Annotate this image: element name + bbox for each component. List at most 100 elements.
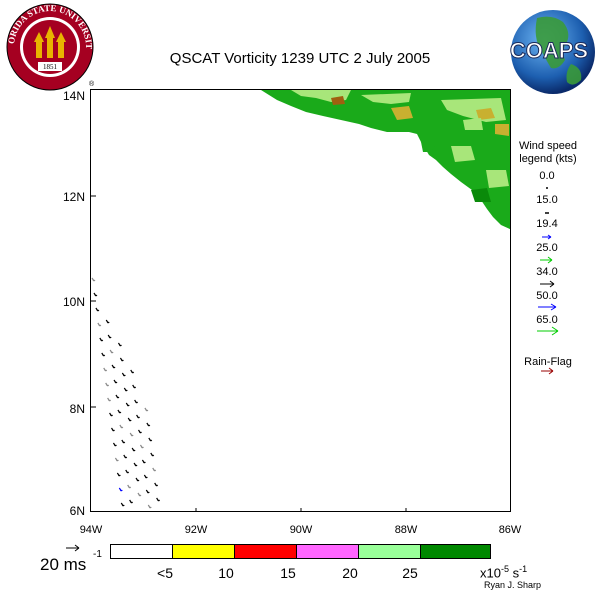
wind-barb <box>121 372 126 377</box>
wind-legend-value: 19.4 <box>536 218 558 230</box>
vorticity-colorbar <box>110 544 491 559</box>
wind-barb <box>121 439 126 444</box>
colorbar-segment <box>173 545 235 558</box>
svg-text:1851: 1851 <box>43 63 58 71</box>
wind-legend-arrow-3 <box>540 256 553 264</box>
wind-barb <box>117 409 122 414</box>
wind-barb <box>137 492 142 497</box>
wind-barb <box>143 474 148 479</box>
wind-legend-dot-0 <box>546 187 548 189</box>
coaps-logo: COAPS <box>497 8 600 96</box>
wind-barb <box>127 484 132 489</box>
rain-flag-arrow <box>541 367 554 375</box>
wind-barb <box>134 399 139 404</box>
wind-barb <box>109 349 114 354</box>
units-s-exp: -1 <box>519 564 528 574</box>
wind-barb <box>107 334 112 339</box>
wind-legend-value: 0.0 <box>539 170 555 182</box>
wind-barb <box>127 417 132 422</box>
wind-barb <box>99 337 104 342</box>
wind-barb <box>111 427 115 432</box>
wind-barb <box>119 357 124 362</box>
lat-label: 12N <box>62 190 85 204</box>
svg-text:®: ® <box>89 80 95 88</box>
lon-label: 94W <box>79 524 103 536</box>
fsu-seal-logo: 1851 FLORIDA STATE UNIVERSITY ® <box>2 0 95 92</box>
map-panel <box>90 89 511 512</box>
wind-barb <box>109 412 113 417</box>
wind-legend-title: Wind speed <box>518 140 578 152</box>
colorbar-segment <box>111 545 173 558</box>
wind-barb <box>135 477 140 482</box>
lon-label: 86W <box>498 524 522 536</box>
credit: Ryan J. Sharp <box>484 580 542 590</box>
wind-barb <box>139 444 144 449</box>
wind-barb <box>150 452 155 457</box>
wind-barb <box>141 459 146 464</box>
colorbar-segment <box>235 545 297 558</box>
colorbar-tick-label: 10 <box>218 565 234 581</box>
coaps-globe-icon: COAPS <box>509 10 595 94</box>
wind-barb <box>120 502 125 507</box>
wind-barbs <box>91 277 161 509</box>
axis-ticks <box>91 195 407 511</box>
units-base: x10 <box>480 565 501 581</box>
lat-label: 6N <box>69 504 85 518</box>
scale-arrow-icon <box>66 544 80 552</box>
fsu-seal-icon: 1851 FLORIDA STATE UNIVERSITY ® <box>2 0 95 91</box>
scale-exp: -1 <box>93 549 102 560</box>
wind-barb <box>91 277 96 282</box>
wind-barb <box>101 352 106 357</box>
wind-barb <box>138 429 142 434</box>
wind-legend-value: 15.0 <box>536 194 558 206</box>
wind-barb <box>146 422 151 427</box>
colorbar-segment <box>421 545 490 558</box>
wind-barb <box>131 447 136 452</box>
wind-barb <box>105 319 110 324</box>
wind-barb <box>93 292 98 297</box>
wind-barb <box>147 504 152 509</box>
wind-legend-subtitle: legend (kts) <box>519 153 577 165</box>
wind-barb <box>156 497 161 502</box>
wind-barb <box>152 467 157 472</box>
wind-barb <box>133 462 138 467</box>
wind-barb <box>107 397 112 402</box>
wind-barb <box>129 432 134 437</box>
wind-legend-arrow-2 <box>542 234 552 240</box>
map-title: QSCAT Vorticity 1239 UTC 2 July 2005 <box>169 50 431 67</box>
scale-label: 20 ms <box>40 555 87 574</box>
wind-barb <box>119 424 124 429</box>
wind-barb <box>129 499 134 504</box>
wind-legend-value: 34.0 <box>536 266 558 278</box>
colorbar-tick-label: 15 <box>280 565 296 581</box>
wind-barb <box>123 454 128 459</box>
wind-legend-arrow-4 <box>540 280 555 288</box>
wind-barb <box>97 322 102 327</box>
wind-barb <box>111 364 116 369</box>
colorbar-tick-label: 25 <box>402 565 418 581</box>
lat-label: 14N <box>62 89 85 103</box>
wind-barb <box>123 387 128 392</box>
wind-barb <box>103 367 108 372</box>
colorbar-tick-label: 20 <box>342 565 358 581</box>
wind-barb <box>114 457 119 462</box>
wind-barb <box>154 482 159 487</box>
wind-barb <box>145 489 150 494</box>
lat-label: 10N <box>62 295 85 309</box>
wind-legend-value: 65.0 <box>536 314 558 326</box>
lon-label: 88W <box>394 524 418 536</box>
map-canvas <box>91 90 510 511</box>
wind-barb <box>136 414 140 419</box>
wind-barb <box>117 342 122 347</box>
wind-barb <box>130 369 135 374</box>
wind-barb <box>115 394 120 399</box>
wind-legend-arrow-6 <box>537 326 559 336</box>
wind-barb <box>95 307 100 312</box>
wind-barb <box>105 382 110 387</box>
wind-barb <box>144 407 149 412</box>
land-vorticity-field <box>261 90 510 230</box>
wind-legend-value: 50.0 <box>536 290 558 302</box>
units-exp: -5 <box>500 564 509 574</box>
wind-barb <box>113 379 118 384</box>
lon-label: 92W <box>184 524 208 536</box>
